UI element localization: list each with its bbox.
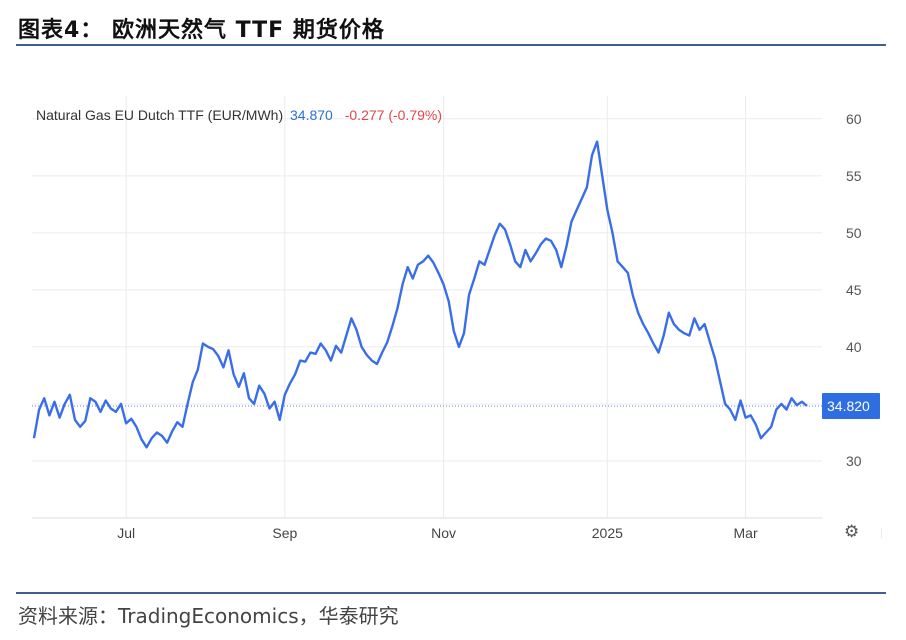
x-tick-label: Sep: [272, 525, 297, 541]
y-axis-ticks: 30354045505560: [846, 111, 862, 469]
chart-header: Natural Gas EU Dutch TTF (EUR/MWh) 34.87…: [36, 107, 442, 123]
x-tick-label: Nov: [431, 525, 456, 541]
instrument-name: Natural Gas EU Dutch TTF (EUR/MWh): [36, 107, 284, 123]
figure-title: 图表4： 欧洲天然气 TTF 期货价格: [18, 18, 385, 43]
x-tick-label: Mar: [734, 525, 758, 541]
source-note: 资料来源：TradingEconomics，华泰研究: [18, 604, 399, 628]
bottom-rule: [16, 592, 886, 594]
x-tick-label: 2025: [592, 525, 623, 541]
grid-layer: [32, 96, 822, 519]
chart-svg: 30354045505560 JulSepNov2025MarMay 34.82…: [32, 96, 882, 541]
chart-panel: 30354045505560 JulSepNov2025MarMay 34.82…: [22, 96, 882, 546]
series-line: [32, 140, 808, 449]
y-tick-label: 50: [846, 225, 862, 241]
y-tick-label: 60: [846, 111, 862, 127]
last-price-label: 34.820: [827, 398, 870, 414]
x-axis-ticks: Jul Sep Nov 2025 Mar May: [117, 525, 882, 541]
y-tick-label: 40: [846, 339, 862, 355]
y-tick-label: 30: [846, 453, 862, 469]
y-tick-label: 45: [846, 282, 862, 298]
top-rule: [16, 44, 886, 46]
last-price-badge: 34.820: [822, 392, 880, 419]
x-tick-label: May: [881, 525, 882, 541]
last-price: 34.870: [290, 107, 333, 123]
gear-icon[interactable]: ⚙: [844, 522, 860, 542]
y-tick-label: 55: [846, 168, 862, 184]
x-tick-label: Jul: [117, 525, 135, 541]
price-change: -0.277 (-0.79%): [344, 107, 443, 123]
